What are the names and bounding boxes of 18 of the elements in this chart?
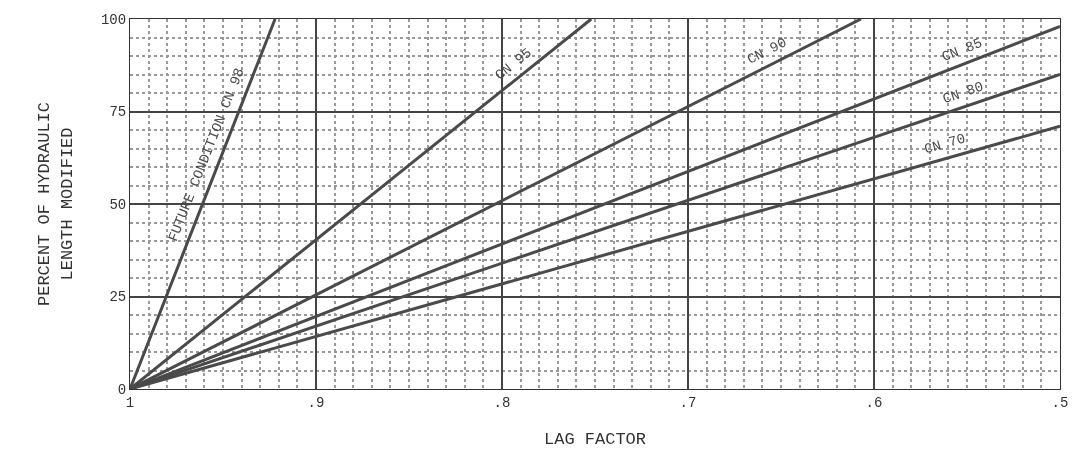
y-axis-title: PERCENT OF HYDRAULIC LENGTH MODIFIED <box>35 101 77 307</box>
x-tick-label: 1 <box>125 394 135 411</box>
y-tick-label: 50 <box>109 196 127 213</box>
text: CN 90 <box>744 34 790 68</box>
y-tick-label: 100 <box>100 11 127 28</box>
text: CN 80 <box>940 78 986 108</box>
text: CN 95 <box>491 44 535 84</box>
x-tick-label: .7 <box>679 394 697 411</box>
y-tick-label: 25 <box>109 289 127 306</box>
x-tick-label: .6 <box>865 394 883 411</box>
x-tick-label: .8 <box>493 394 511 411</box>
text: CN 85 <box>939 34 985 66</box>
x-axis-title: LAG FACTOR <box>543 430 647 450</box>
text: CN 70 <box>922 130 968 158</box>
y-tick-label: 75 <box>109 104 127 121</box>
x-tick-label: .5 <box>1051 394 1069 411</box>
x-tick-label: .9 <box>307 394 325 411</box>
y-tick-label: 0 <box>117 381 127 398</box>
